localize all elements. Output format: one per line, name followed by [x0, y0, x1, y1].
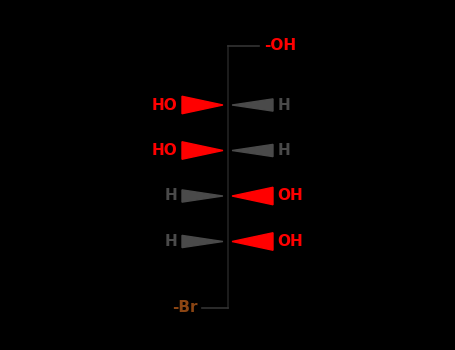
Polygon shape [232, 233, 273, 250]
Text: -Br: -Br [172, 301, 198, 315]
Polygon shape [182, 190, 223, 202]
Text: -OH: -OH [264, 38, 296, 53]
Text: H: H [165, 189, 177, 203]
Text: OH: OH [278, 189, 303, 203]
Text: HO: HO [152, 98, 177, 112]
Polygon shape [232, 187, 273, 205]
Text: HO: HO [152, 143, 177, 158]
Text: OH: OH [278, 234, 303, 249]
Polygon shape [182, 142, 223, 159]
Text: H: H [165, 234, 177, 249]
Polygon shape [232, 145, 273, 157]
Polygon shape [232, 99, 273, 111]
Text: H: H [278, 98, 290, 112]
Text: H: H [278, 143, 290, 158]
Polygon shape [182, 235, 223, 248]
Polygon shape [182, 96, 223, 114]
